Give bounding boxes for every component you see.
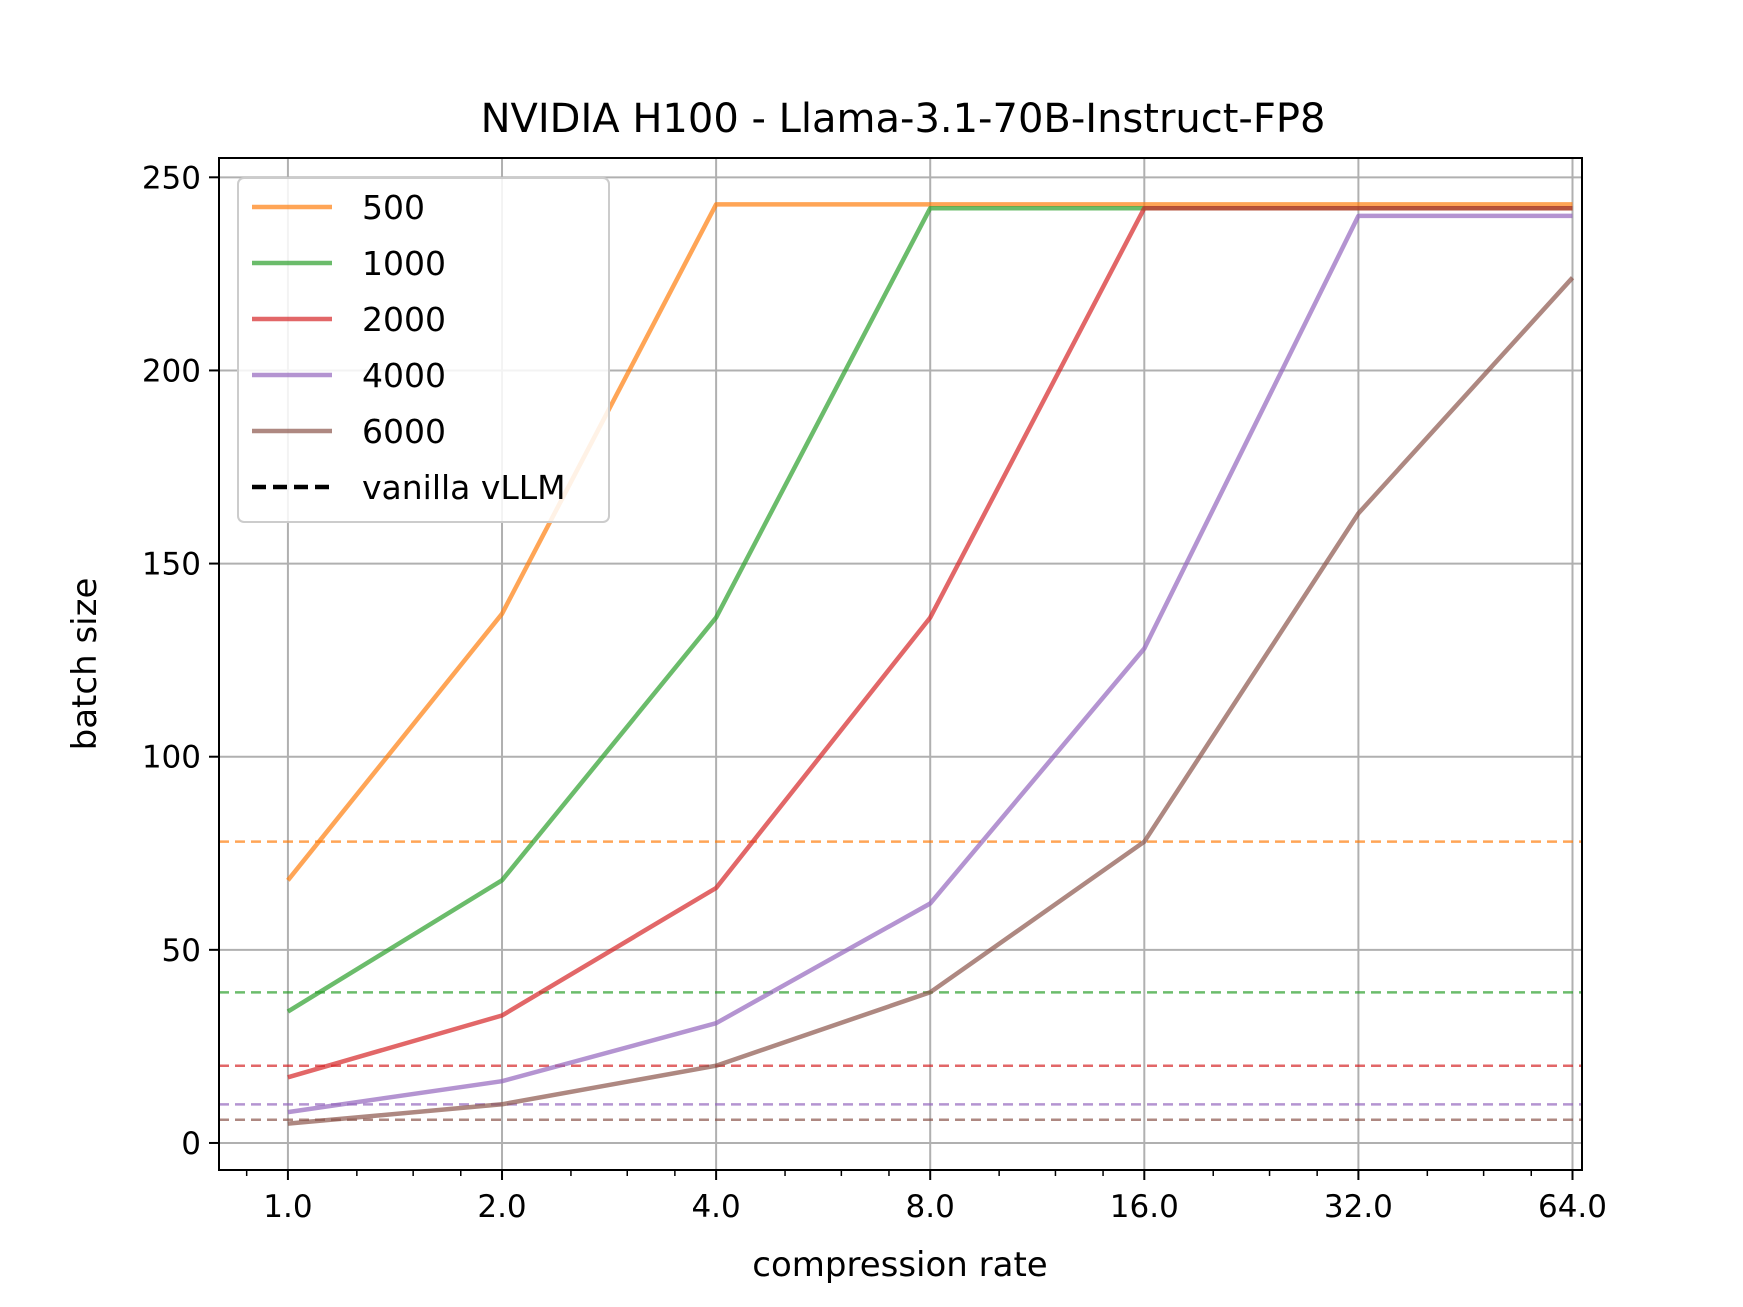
- legend-label-500: 500: [362, 188, 425, 227]
- x-tick-label: 16.0: [1110, 1189, 1179, 1225]
- x-tick-label: 32.0: [1324, 1189, 1393, 1225]
- grid-lines: [219, 158, 1582, 1170]
- legend-label-6000: 6000: [362, 412, 446, 451]
- y-tick-label: 50: [162, 933, 201, 969]
- chart-title: NVIDIA H100 - Llama-3.1-70B-Instruct-FP8: [481, 96, 1326, 142]
- series-lines: [286, 202, 1575, 1126]
- legend-label-vanilla-vLLM: vanilla vLLM: [362, 468, 566, 507]
- y-tick-label: 100: [142, 740, 201, 776]
- y-tick-label: 200: [142, 353, 201, 389]
- baseline-lines: [219, 840, 1582, 1122]
- x-tick-label: 4.0: [691, 1189, 740, 1225]
- x-axis-label: compression rate: [752, 1245, 1047, 1285]
- plot-frame: [218, 157, 1583, 1171]
- series-line-500: [286, 202, 1573, 882]
- y-tick-label: 150: [142, 547, 201, 583]
- series-line-2000: [287, 205, 1573, 1080]
- series-line-6000: [287, 276, 1575, 1126]
- y-axis-ticks: 0 50 100 150 200 250: [142, 160, 219, 1162]
- y-tick-label: 250: [142, 160, 201, 196]
- x-tick-label: 2.0: [477, 1189, 526, 1225]
- legend: 500 1000 2000 4000 6000 vanilla vLLM: [237, 177, 610, 523]
- y-axis-label: batch size: [65, 578, 105, 751]
- y-tick-label: 0: [181, 1126, 201, 1162]
- legend-label-4000: 4000: [362, 356, 446, 395]
- x-tick-label: 8.0: [906, 1189, 955, 1225]
- series-line-4000: [287, 213, 1573, 1115]
- x-tick-label: 64.0: [1538, 1189, 1607, 1225]
- x-tick-label: 1.0: [263, 1189, 312, 1225]
- legend-label-1000: 1000: [362, 244, 446, 283]
- x-axis-ticks: 1.0 2.0 4.0 8.0 16.0 32.0 64.0: [245, 1170, 1607, 1225]
- legend-label-2000: 2000: [362, 300, 446, 339]
